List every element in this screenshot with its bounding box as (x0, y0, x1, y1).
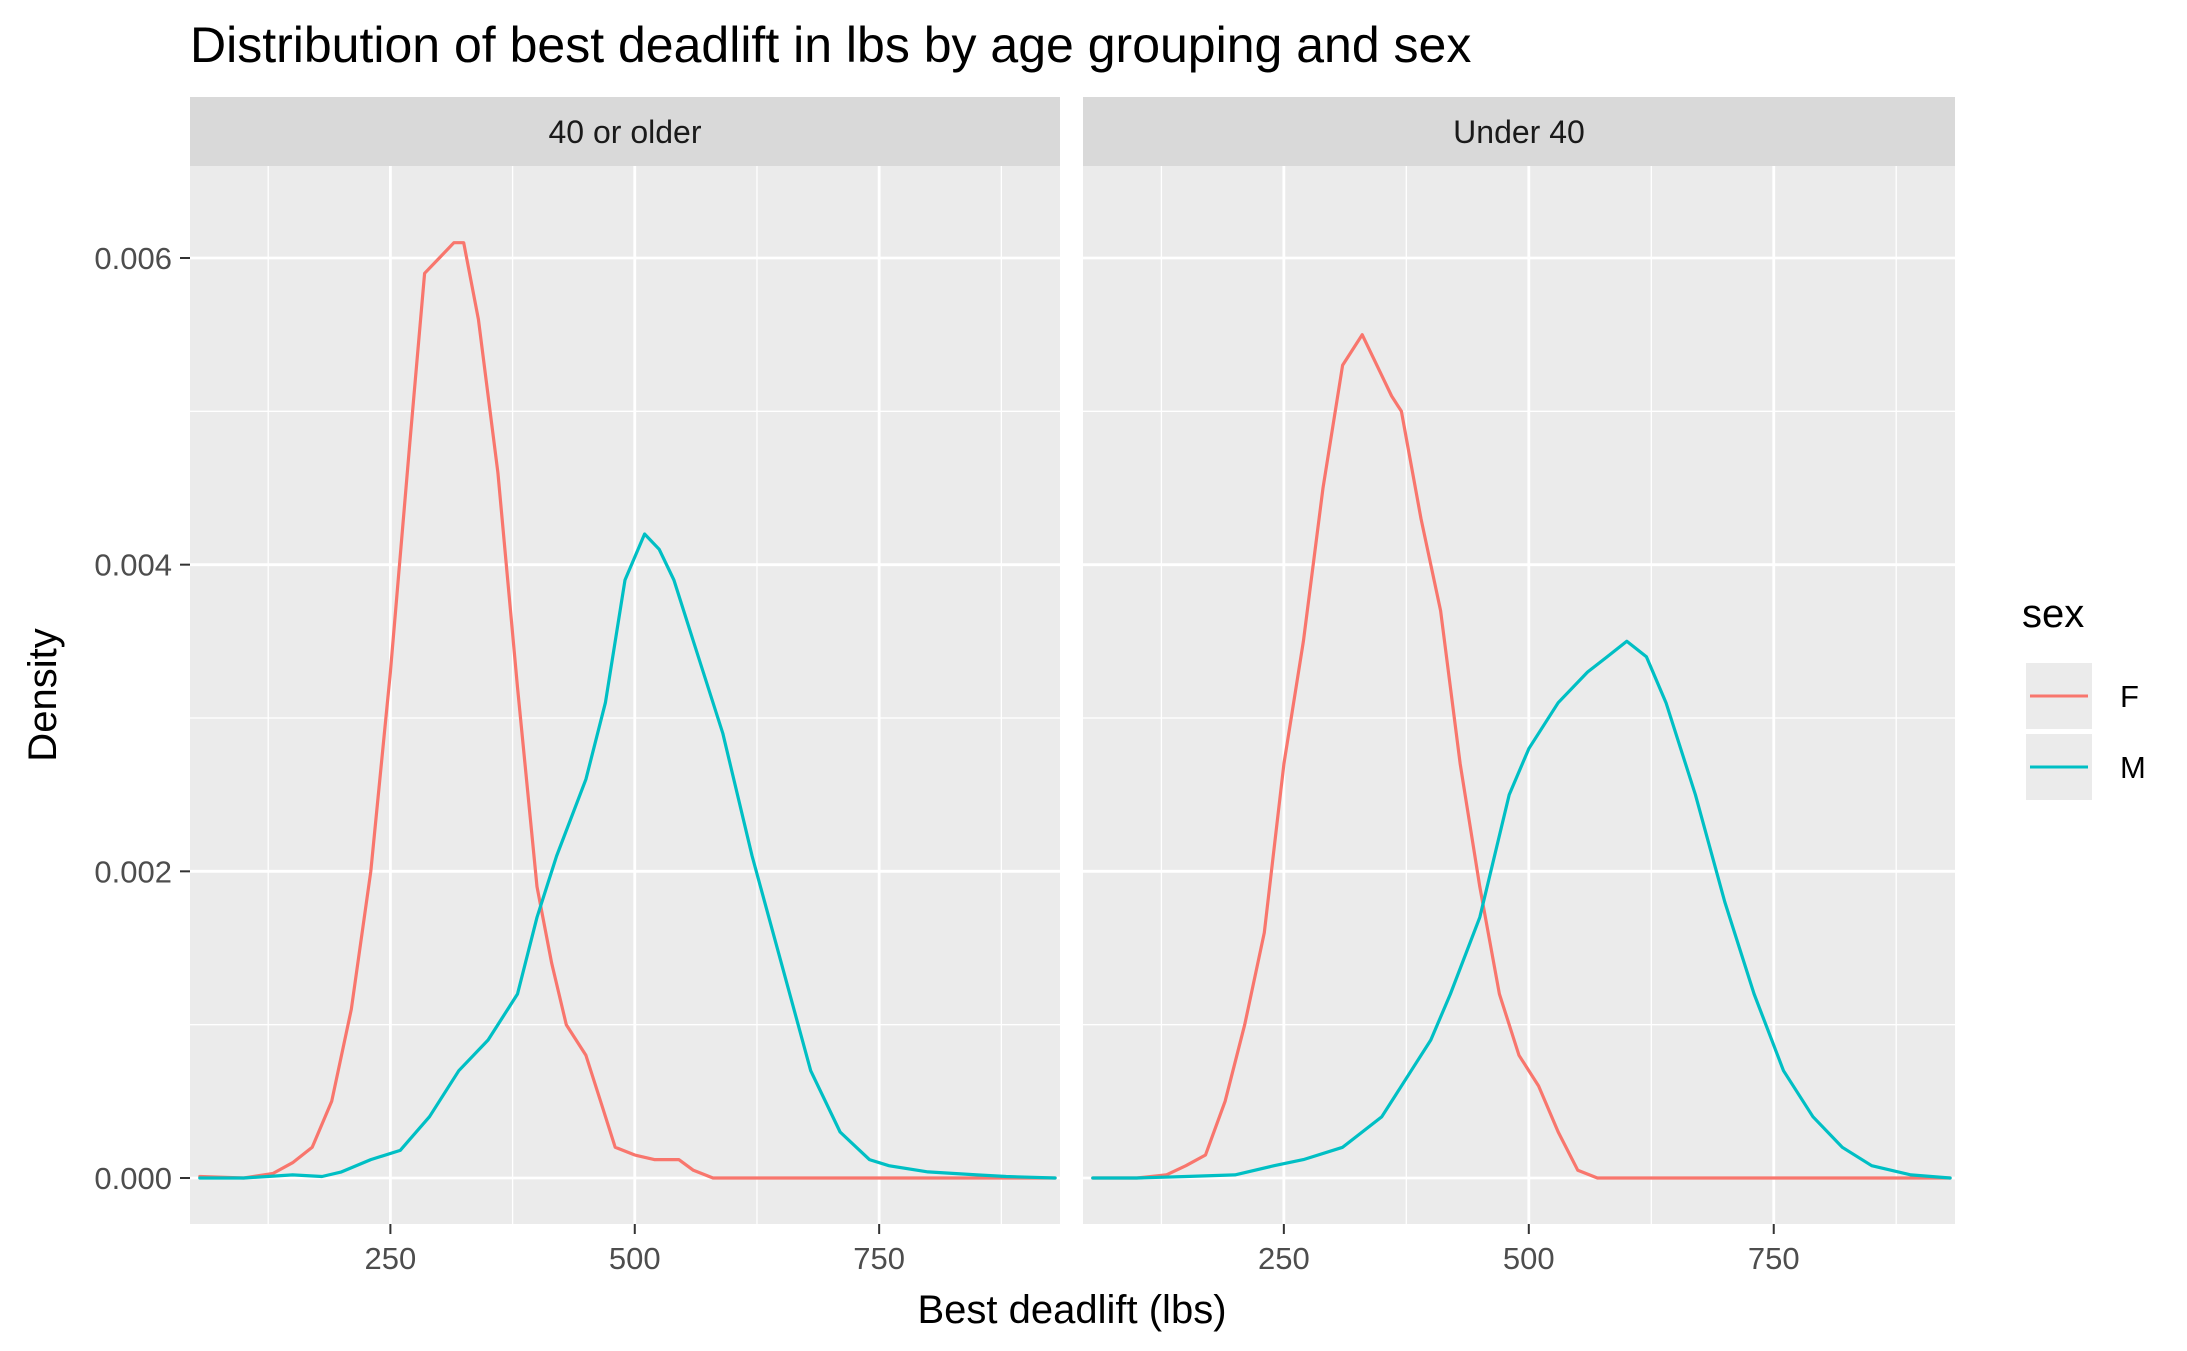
y-axis: 0.000 0.002 0.004 0.006 (94, 241, 190, 1196)
facet-label-under-40: Under 40 (1453, 114, 1585, 150)
y-tick-label: 0.000 (94, 1161, 172, 1196)
x-tick-label: 250 (365, 1241, 417, 1276)
panel-background-40-or-older (190, 166, 1060, 1224)
facet-panel-under-40: Under 40 (1083, 97, 1955, 1224)
facet-strip-40-or-older (190, 97, 1060, 166)
legend-label-m: M (2120, 750, 2146, 785)
facet-panel-40-or-older: 40 or older (190, 97, 1060, 1224)
density-lines-under-40 (1091, 333, 1952, 1180)
legend: sex F M (2022, 592, 2146, 800)
density-line-f (1091, 333, 1952, 1180)
x-tick-label: 750 (853, 1241, 905, 1276)
x-axis-under-40: 250 500 750 (1258, 1224, 1800, 1276)
y-tick-label: 0.002 (94, 854, 172, 889)
x-tick-label: 250 (1258, 1241, 1310, 1276)
panel-background-under-40 (1083, 166, 1955, 1224)
y-axis-title: Density (21, 628, 65, 761)
x-tick-label: 750 (1748, 1241, 1800, 1276)
y-tick-label: 0.004 (94, 548, 172, 583)
legend-item-f: F (2026, 663, 2139, 729)
x-tick-label: 500 (1503, 1241, 1555, 1276)
x-tick-label: 500 (609, 1241, 661, 1276)
density-line-m (1091, 639, 1952, 1180)
x-axis-title: Best deadlift (lbs) (917, 1288, 1226, 1332)
facet-label-40-or-older: 40 or older (549, 114, 702, 150)
y-tick-label: 0.006 (94, 241, 172, 276)
density-line-m (198, 532, 1057, 1180)
x-axis-40-or-older: 250 500 750 (365, 1224, 905, 1276)
facet-strip-under-40 (1083, 97, 1955, 166)
legend-title: sex (2022, 592, 2084, 636)
legend-label-f: F (2120, 679, 2139, 714)
density-lines-40-or-older (198, 241, 1057, 1180)
density-line-f (198, 241, 1057, 1180)
legend-item-m: M (2026, 734, 2146, 800)
chart-title: Distribution of best deadlift in lbs by … (190, 17, 1471, 73)
